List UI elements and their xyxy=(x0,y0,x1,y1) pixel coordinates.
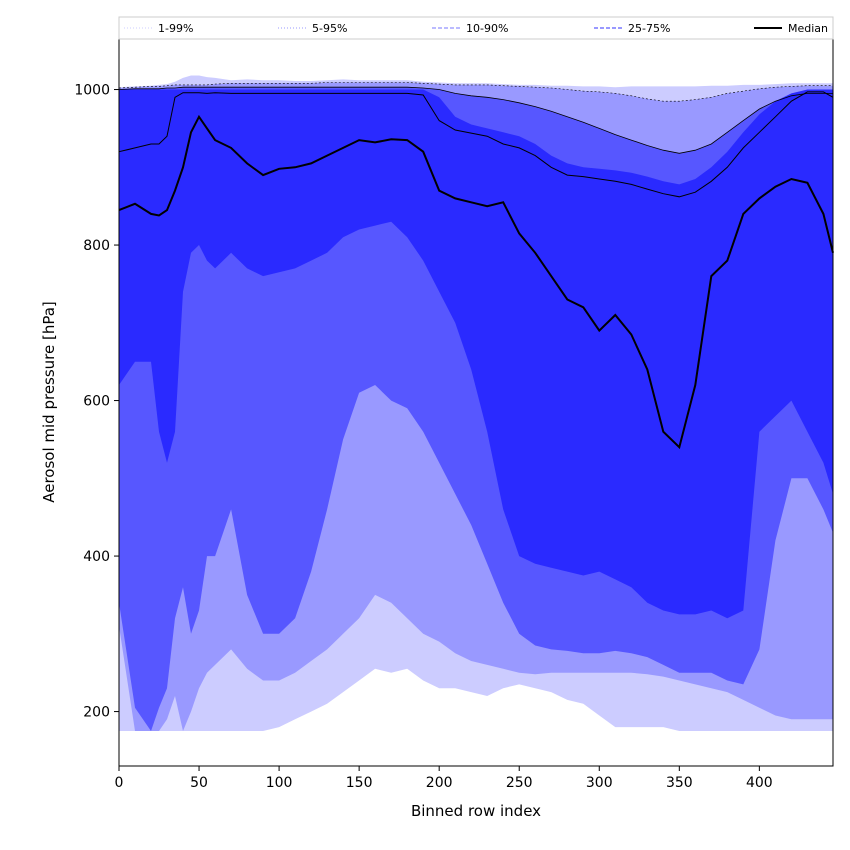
upper-10-90-line xyxy=(118,86,833,154)
legend: 1-99% 5-95% 10-90% 25-75% Median xyxy=(118,16,834,40)
y-tick-label: 600 xyxy=(83,394,110,410)
median-line xyxy=(118,114,834,450)
y-tick-label: 1000 xyxy=(74,83,110,99)
x-tick-label: 300 xyxy=(586,775,613,791)
x-tick-label: 0 xyxy=(115,775,124,791)
y-tick-label: 400 xyxy=(83,549,110,565)
upper-5-95-line xyxy=(118,82,833,102)
percentile-bands xyxy=(119,75,833,731)
x-tick-label: 250 xyxy=(506,775,533,791)
legend-label-p5_95: 5-95% xyxy=(312,22,347,35)
x-axis-ticks: 0 50 100 150 200 250 300 350 400 xyxy=(115,766,773,791)
legend-label-median: Median xyxy=(788,22,828,35)
series-lines xyxy=(118,82,834,450)
x-tick-label: 50 xyxy=(190,775,208,791)
x-axis-label: Binned row index xyxy=(411,802,541,820)
band-inner xyxy=(119,89,833,619)
legend-box xyxy=(118,16,834,40)
x-tick-label: 100 xyxy=(266,775,293,791)
x-tick-label: 350 xyxy=(666,775,693,791)
upper-25-75-line xyxy=(118,91,834,198)
x-tick-label: 150 xyxy=(346,775,373,791)
y-tick-label: 800 xyxy=(83,238,110,254)
x-tick-label: 200 xyxy=(426,775,453,791)
legend-label-p25_75: 25-75% xyxy=(628,22,670,35)
y-axis-label: Aerosol mid pressure [hPa] xyxy=(40,301,58,503)
legend-label-p1_99: 1-99% xyxy=(158,22,193,35)
x-tick-label: 400 xyxy=(746,775,773,791)
legend-label-p10_90: 10-90% xyxy=(466,22,508,35)
y-axis-ticks: 200 400 600 800 1000 xyxy=(74,83,119,721)
y-tick-label: 200 xyxy=(83,705,110,721)
